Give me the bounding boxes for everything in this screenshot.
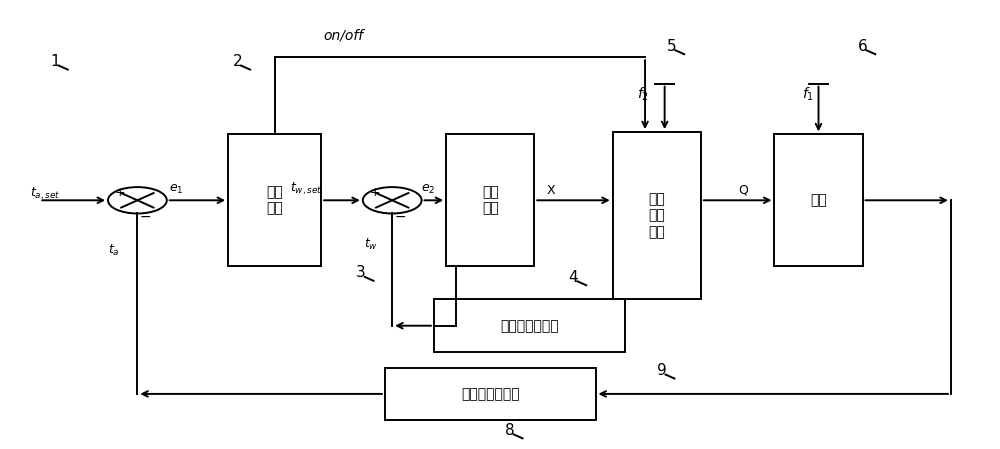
Text: 回水温度传感器: 回水温度传感器 [500, 319, 559, 333]
Text: 5: 5 [667, 39, 676, 54]
Text: $e_1$: $e_1$ [169, 183, 184, 196]
Text: $t_{w,set}$: $t_{w,set}$ [290, 181, 322, 198]
Text: 副调
节器: 副调 节器 [482, 185, 499, 216]
Text: X: X [547, 184, 555, 197]
Bar [385, 367, 596, 420]
Bar [613, 132, 701, 299]
Text: −: − [139, 210, 151, 224]
Text: $e_2$: $e_2$ [421, 183, 436, 196]
Bar [774, 134, 863, 266]
Text: 1: 1 [50, 54, 60, 69]
Bar [446, 134, 534, 266]
Text: +: + [114, 186, 125, 199]
Text: 主调
节器: 主调 节器 [266, 185, 283, 216]
Text: 房间: 房间 [810, 194, 827, 207]
Text: 6: 6 [858, 39, 867, 54]
Text: 2: 2 [233, 54, 242, 69]
Text: −: − [394, 210, 406, 224]
Text: +: + [369, 186, 380, 199]
Text: $f_2$: $f_2$ [637, 86, 649, 103]
Text: $t_w$: $t_w$ [364, 237, 378, 252]
Text: $t_{a,set}$: $t_{a,set}$ [30, 185, 60, 202]
Text: $t_a$: $t_a$ [108, 243, 120, 259]
Text: 8: 8 [505, 423, 515, 438]
Text: 3: 3 [356, 265, 366, 281]
Text: 4: 4 [569, 270, 578, 285]
Text: 室内温度传感器: 室内温度传感器 [461, 387, 520, 401]
Bar [434, 299, 625, 352]
Text: 阀门
及表
冷器: 阀门 及表 冷器 [648, 193, 665, 239]
Text: $f_1$: $f_1$ [802, 86, 814, 103]
Text: Q: Q [738, 184, 748, 197]
Text: on/off: on/off [323, 28, 363, 42]
Text: 9: 9 [657, 363, 667, 378]
Bar [228, 134, 321, 266]
